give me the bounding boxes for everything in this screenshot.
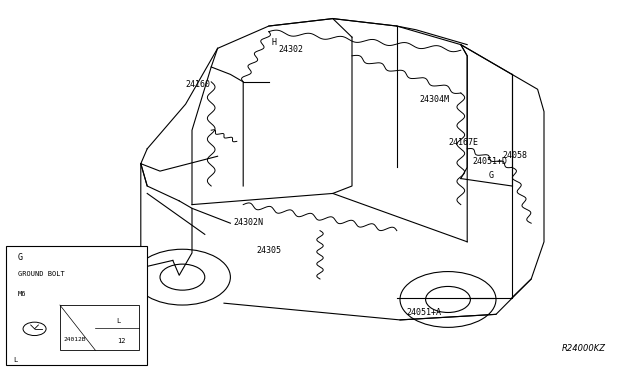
Text: G: G (18, 253, 22, 262)
Text: 24160: 24160 (186, 80, 211, 89)
Text: 24012B: 24012B (64, 337, 86, 342)
Text: 24305: 24305 (256, 246, 281, 255)
Text: R24000KZ: R24000KZ (562, 344, 606, 353)
Text: 24051+A: 24051+A (406, 308, 442, 317)
Text: M6: M6 (18, 291, 26, 296)
Text: 24304M: 24304M (419, 95, 449, 104)
Text: 24051+D: 24051+D (472, 157, 508, 166)
Text: 24302N: 24302N (234, 218, 264, 227)
Text: L: L (116, 318, 121, 324)
Bar (60, 305, 139, 350)
Text: 24302: 24302 (278, 45, 303, 54)
Text: H: H (272, 38, 277, 46)
Text: 12: 12 (116, 339, 125, 344)
Text: GROUND BOLT: GROUND BOLT (18, 272, 65, 278)
Text: 24167E: 24167E (448, 138, 478, 147)
Text: 24058: 24058 (502, 151, 527, 160)
Text: G: G (489, 171, 494, 180)
Text: L: L (13, 357, 18, 363)
Bar (6, 246, 147, 365)
